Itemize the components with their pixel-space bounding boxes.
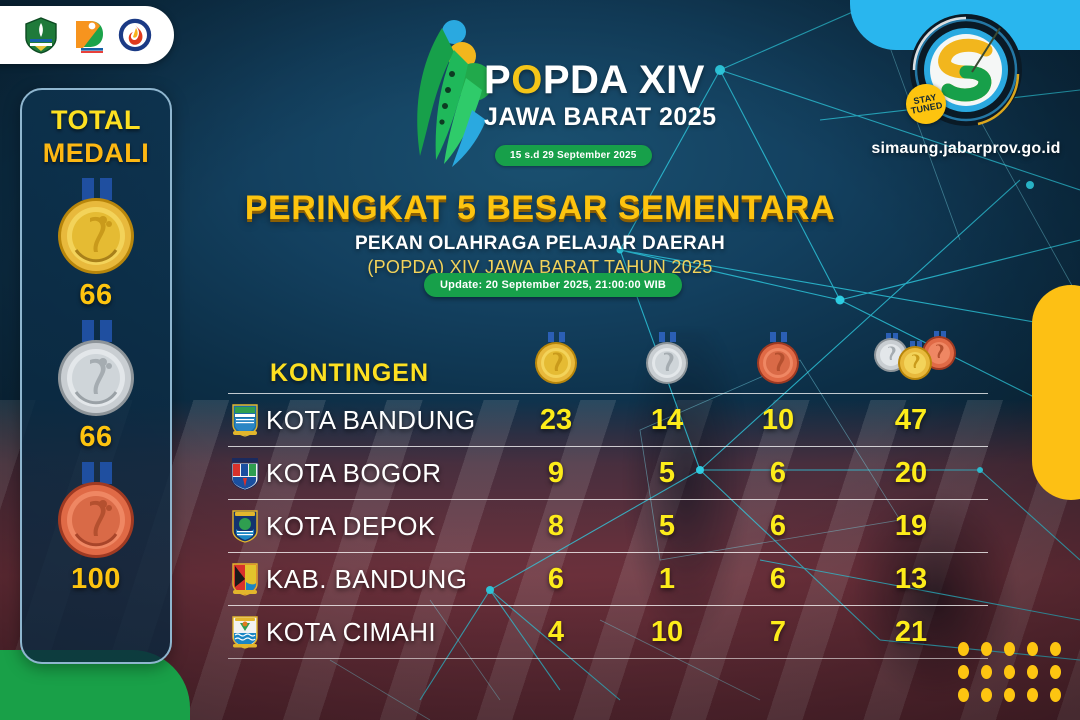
total-count: 47: [894, 403, 928, 436]
column-header-kontingen: KONTINGEN: [270, 359, 429, 387]
total-bronze-value: 100: [71, 562, 121, 595]
event-title-line2: JAWA BARAT 2025: [484, 103, 717, 131]
total-count: 20: [894, 456, 928, 489]
total-count: 19: [894, 509, 928, 542]
decor-yellow-dot-grid: [958, 642, 1064, 702]
total-gold-item: 66: [22, 176, 170, 312]
total-count: 13: [894, 562, 928, 595]
contingent-name: KOTA BOGOR: [266, 457, 442, 488]
kab-bandung-emblem-icon: [232, 563, 258, 596]
silver-count: 14: [650, 403, 684, 436]
table-header-row: KONTINGEN: [228, 325, 988, 393]
total-medals-title: TOTAL MEDALI: [22, 90, 170, 170]
decor-yellow-right-shape: [1032, 285, 1080, 500]
headline-block: PERINGKAT 5 BESAR SEMENTARA PEKAN OLAHRA…: [230, 190, 850, 278]
gold-count: 8: [547, 509, 565, 542]
total-gold-value: 66: [79, 278, 113, 311]
update-timestamp-badge: Update: 20 September 2025, 21:00:00 WIB: [424, 273, 683, 297]
kota-bogor-emblem-icon: [231, 458, 259, 490]
popda-event-logo: POPDA XIV JAWA BARAT 2025: [396, 8, 717, 173]
contingent-name: KAB. BANDUNG: [266, 563, 468, 594]
total-bronze-item: 100: [22, 460, 170, 596]
kota-depok-emblem-icon: [232, 510, 258, 543]
silver-count: 10: [650, 615, 684, 648]
column-icon-silver-medal-icon: [646, 332, 688, 384]
column-icon-gold-medal-icon: [535, 332, 577, 384]
gold-count: 6: [547, 562, 565, 595]
organisation-logo-bar: [0, 6, 174, 64]
headline-primary: PERINGKAT 5 BESAR SEMENTARA: [244, 189, 836, 227]
total-silver-value: 66: [79, 420, 113, 453]
headline-tertiary: (POPDA) XIV JAWA BARAT TAHUN 2025: [367, 256, 713, 277]
medal-standings-table: KONTINGEN: [228, 325, 988, 659]
bronze-count: 10: [761, 403, 795, 436]
silver-medal-icon: [58, 319, 134, 416]
gold-count: 23: [539, 403, 573, 436]
kota-cimahi-emblem-icon: [232, 616, 258, 649]
brand-block: STAY TUNED simaung.jabarprov.go.id: [866, 12, 1066, 158]
gold-count: 9: [547, 456, 565, 489]
contingent-name: KOTA CIMAHI: [266, 616, 437, 647]
table-row[interactable]: KOTA DEPOK 8 5 6 19: [228, 499, 988, 552]
total-title-line2: MEDALI: [42, 137, 150, 168]
gold-medal-icon: [58, 177, 134, 274]
simaung-s-logo-icon: STAY TUNED: [902, 12, 1024, 128]
silver-count: 5: [658, 456, 676, 489]
koni-jawa-barat-logo-icon: [115, 15, 155, 55]
bronze-medal-icon: [58, 461, 134, 558]
website-url: simaung.jabarprov.go.id: [871, 140, 1061, 157]
table-body: KOTA BANDUNG 23 14 10 47 KOTA BOGOR 9: [228, 393, 988, 659]
bronze-count: 7: [769, 615, 787, 648]
kota-bandung-emblem-icon: [232, 404, 258, 437]
total-title-line1: TOTAL: [51, 105, 141, 135]
headline-secondary: PEKAN OLAHRAGA PELAJAR DAERAH: [354, 232, 726, 254]
table-row[interactable]: KOTA BOGOR 9 5 6 20: [228, 446, 988, 499]
silver-count: 5: [658, 509, 676, 542]
total-medals-panel: TOTAL MEDALI 66: [20, 88, 172, 664]
bronze-count: 6: [769, 562, 787, 595]
bronze-count: 6: [769, 456, 787, 489]
bronze-count: 6: [769, 509, 787, 542]
total-count: 21: [894, 615, 928, 648]
column-icon-bronze-medal-icon: [757, 332, 799, 384]
event-title-line1: POPDA XIV: [484, 58, 705, 102]
event-date-badge: 15 s.d 29 September 2025: [495, 145, 652, 166]
table-row[interactable]: KOTA CIMAHI 4 10 7 21: [228, 605, 988, 658]
dispora-jabar-logo-icon: [68, 15, 108, 55]
table-row[interactable]: KAB. BANDUNG 6 1 6 13: [228, 552, 988, 605]
contingent-name: KOTA BANDUNG: [266, 404, 476, 435]
popda-flame-leaf-logo-icon: [417, 20, 493, 167]
jawa-barat-provincial-emblem-icon: [21, 15, 61, 55]
column-icon-total-medals-icon: [874, 331, 956, 380]
contingent-name: KOTA DEPOK: [266, 510, 436, 541]
table-row[interactable]: KOTA BANDUNG 23 14 10 47: [228, 393, 988, 446]
gold-count: 4: [547, 615, 565, 648]
silver-count: 1: [658, 562, 676, 595]
total-silver-item: 66: [22, 318, 170, 454]
